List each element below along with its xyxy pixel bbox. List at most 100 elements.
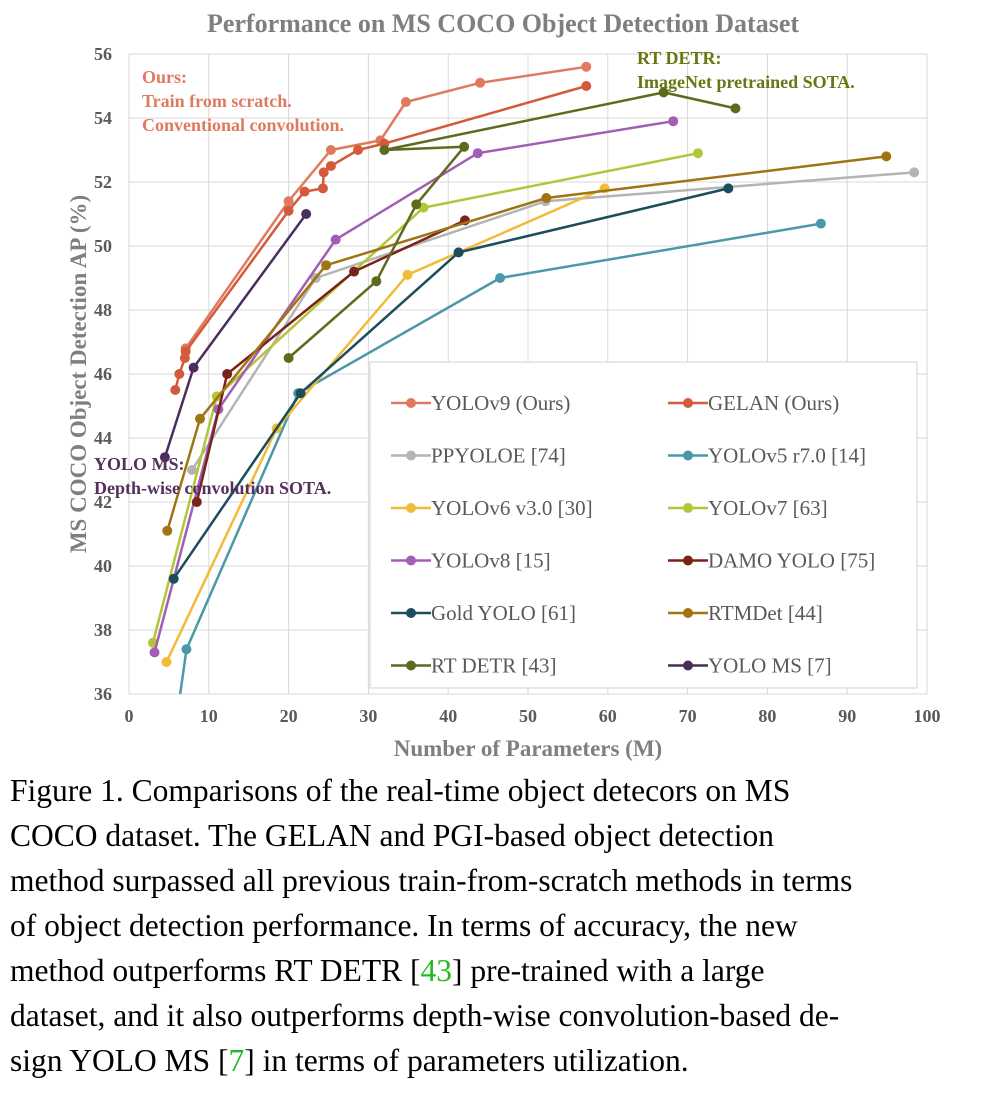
y-tick-label: 40 (94, 556, 112, 576)
data-point (283, 205, 294, 216)
legend-swatch-marker (683, 450, 693, 461)
series-group (283, 87, 741, 363)
caption-text: dataset, and it also outperforms depth-w… (10, 998, 840, 1033)
data-point (180, 346, 191, 357)
data-point (188, 362, 199, 373)
x-tick-labels: 0 10 20 30 40 50 60 70 80 90 100 (125, 706, 941, 726)
data-point (170, 385, 181, 395)
data-point (283, 353, 294, 363)
legend-entry: YOLOv7 [63] (668, 496, 828, 520)
data-point (317, 183, 328, 194)
data-point (349, 266, 360, 277)
y-axis-label: MS COCO Object Detection AP (%) (66, 195, 91, 553)
legend-label: DAMO YOLO [75] (708, 549, 875, 573)
caption-text: COCO dataset. The GELAN and PGI-based ob… (10, 818, 774, 853)
y-tick-label: 48 (94, 300, 112, 320)
x-tick-label: 100 (914, 706, 941, 726)
annotation-line: Conventional convolution. (142, 115, 344, 135)
caption-text: method surpassed all previous train-from… (10, 863, 853, 898)
x-tick-label: 30 (359, 706, 377, 726)
data-point (301, 209, 312, 219)
series-group (162, 151, 892, 536)
legend-entry: YOLO MS [7] (668, 654, 832, 678)
series-line (165, 187, 606, 663)
data-point (581, 61, 592, 72)
caption-line: sign YOLO MS [7] in terms of parameters … (10, 1038, 994, 1083)
y-tick-label: 44 (94, 428, 112, 448)
data-point (187, 465, 198, 475)
legend-label: YOLO MS [7] (708, 654, 832, 678)
y-tick-labels: 36 38 40 42 44 46 48 50 52 54 56 (94, 44, 112, 704)
legend-label: YOLOv9 (Ours) (431, 391, 570, 415)
legend-label: PPYOLOE [74] (431, 444, 566, 468)
caption-line: dataset, and it also outperforms depth-w… (10, 993, 994, 1038)
annotation-line: Depth-wise convolution SOTA. (94, 478, 331, 498)
legend-swatch-marker (683, 503, 693, 513)
data-point (330, 234, 341, 245)
legend-entry: YOLOv8 [15] (391, 549, 551, 573)
legend-entry: YOLOv5 r7.0 [14] (668, 444, 866, 468)
data-point (453, 247, 464, 258)
citation-link-43[interactable]: 43 (420, 953, 452, 988)
annotation: RT DETR: ImageNet pretrained SOTA. (637, 48, 855, 92)
x-axis-label: Number of Parameters (M) (394, 736, 662, 761)
series-line (151, 151, 699, 644)
series-group (159, 209, 312, 463)
data-point (353, 145, 364, 155)
series-group (168, 183, 734, 584)
legend-label: YOLOv6 v3.0 [30] (431, 496, 593, 520)
caption-text: ] in terms of parameters utilization. (244, 1043, 689, 1078)
caption-line: Figure 1. Comparisons of the real-time o… (10, 768, 994, 813)
data-point (371, 276, 382, 287)
data-point (723, 183, 734, 194)
caption-text: of object detection performance. In term… (10, 908, 798, 943)
data-point (495, 273, 506, 283)
y-tick-label: 50 (94, 236, 112, 256)
data-point (411, 199, 422, 210)
annotations: Ours: Train from scratch. Conventional con… (94, 48, 855, 498)
citation-link-7[interactable]: 7 (228, 1043, 245, 1078)
data-point (318, 167, 329, 178)
legend-label: Gold YOLO [61] (431, 601, 576, 625)
legend-swatch-marker (683, 660, 693, 671)
data-point (159, 452, 170, 463)
data-point (459, 141, 470, 152)
y-tick-label: 46 (94, 364, 112, 384)
y-tick-label: 52 (94, 172, 112, 192)
series-line (287, 91, 736, 359)
series-group (161, 183, 610, 667)
data-point (692, 148, 703, 159)
x-tick-label: 20 (280, 706, 298, 726)
annotation: Ours: Train from scratch. Conventional con… (142, 67, 344, 135)
data-point (658, 87, 669, 98)
data-point (581, 81, 592, 91)
data-point (181, 644, 192, 655)
x-tick-label: 50 (519, 706, 537, 726)
y-tick-label: 42 (94, 492, 112, 512)
data-point (325, 145, 336, 155)
data-point (472, 148, 483, 159)
chart: Performance on MS COCO Object Detection … (66, 9, 941, 761)
x-tick-label: 90 (838, 706, 856, 726)
figure-caption: Figure 1. Comparisons of the real-time o… (10, 768, 994, 1083)
y-tick-label: 54 (94, 108, 112, 128)
legend-swatch-marker (406, 503, 416, 513)
x-tick-label: 0 (125, 706, 134, 726)
legend-entry: PPYOLOE [74] (391, 444, 566, 468)
legend-entry: RTMDet [44] (668, 601, 823, 625)
caption-line: of object detection performance. In term… (10, 903, 994, 948)
legend-label: GELAN (Ours) (708, 391, 839, 415)
data-point (402, 269, 413, 280)
legend-swatch-marker (683, 555, 693, 566)
x-tick-label: 70 (679, 706, 697, 726)
series-line (195, 219, 466, 503)
legend-label: RTMDet [44] (708, 601, 823, 625)
y-tick-label: 38 (94, 620, 112, 640)
annotation-line: ImageNet pretrained SOTA. (637, 72, 855, 92)
legend-label: RT DETR [43] (431, 654, 557, 678)
legend-label: YOLOv8 [15] (431, 549, 551, 573)
data-point (283, 196, 294, 207)
data-point (191, 497, 202, 507)
legend-swatch-marker (683, 398, 693, 408)
caption-line: COCO dataset. The GELAN and PGI-based ob… (10, 813, 994, 858)
